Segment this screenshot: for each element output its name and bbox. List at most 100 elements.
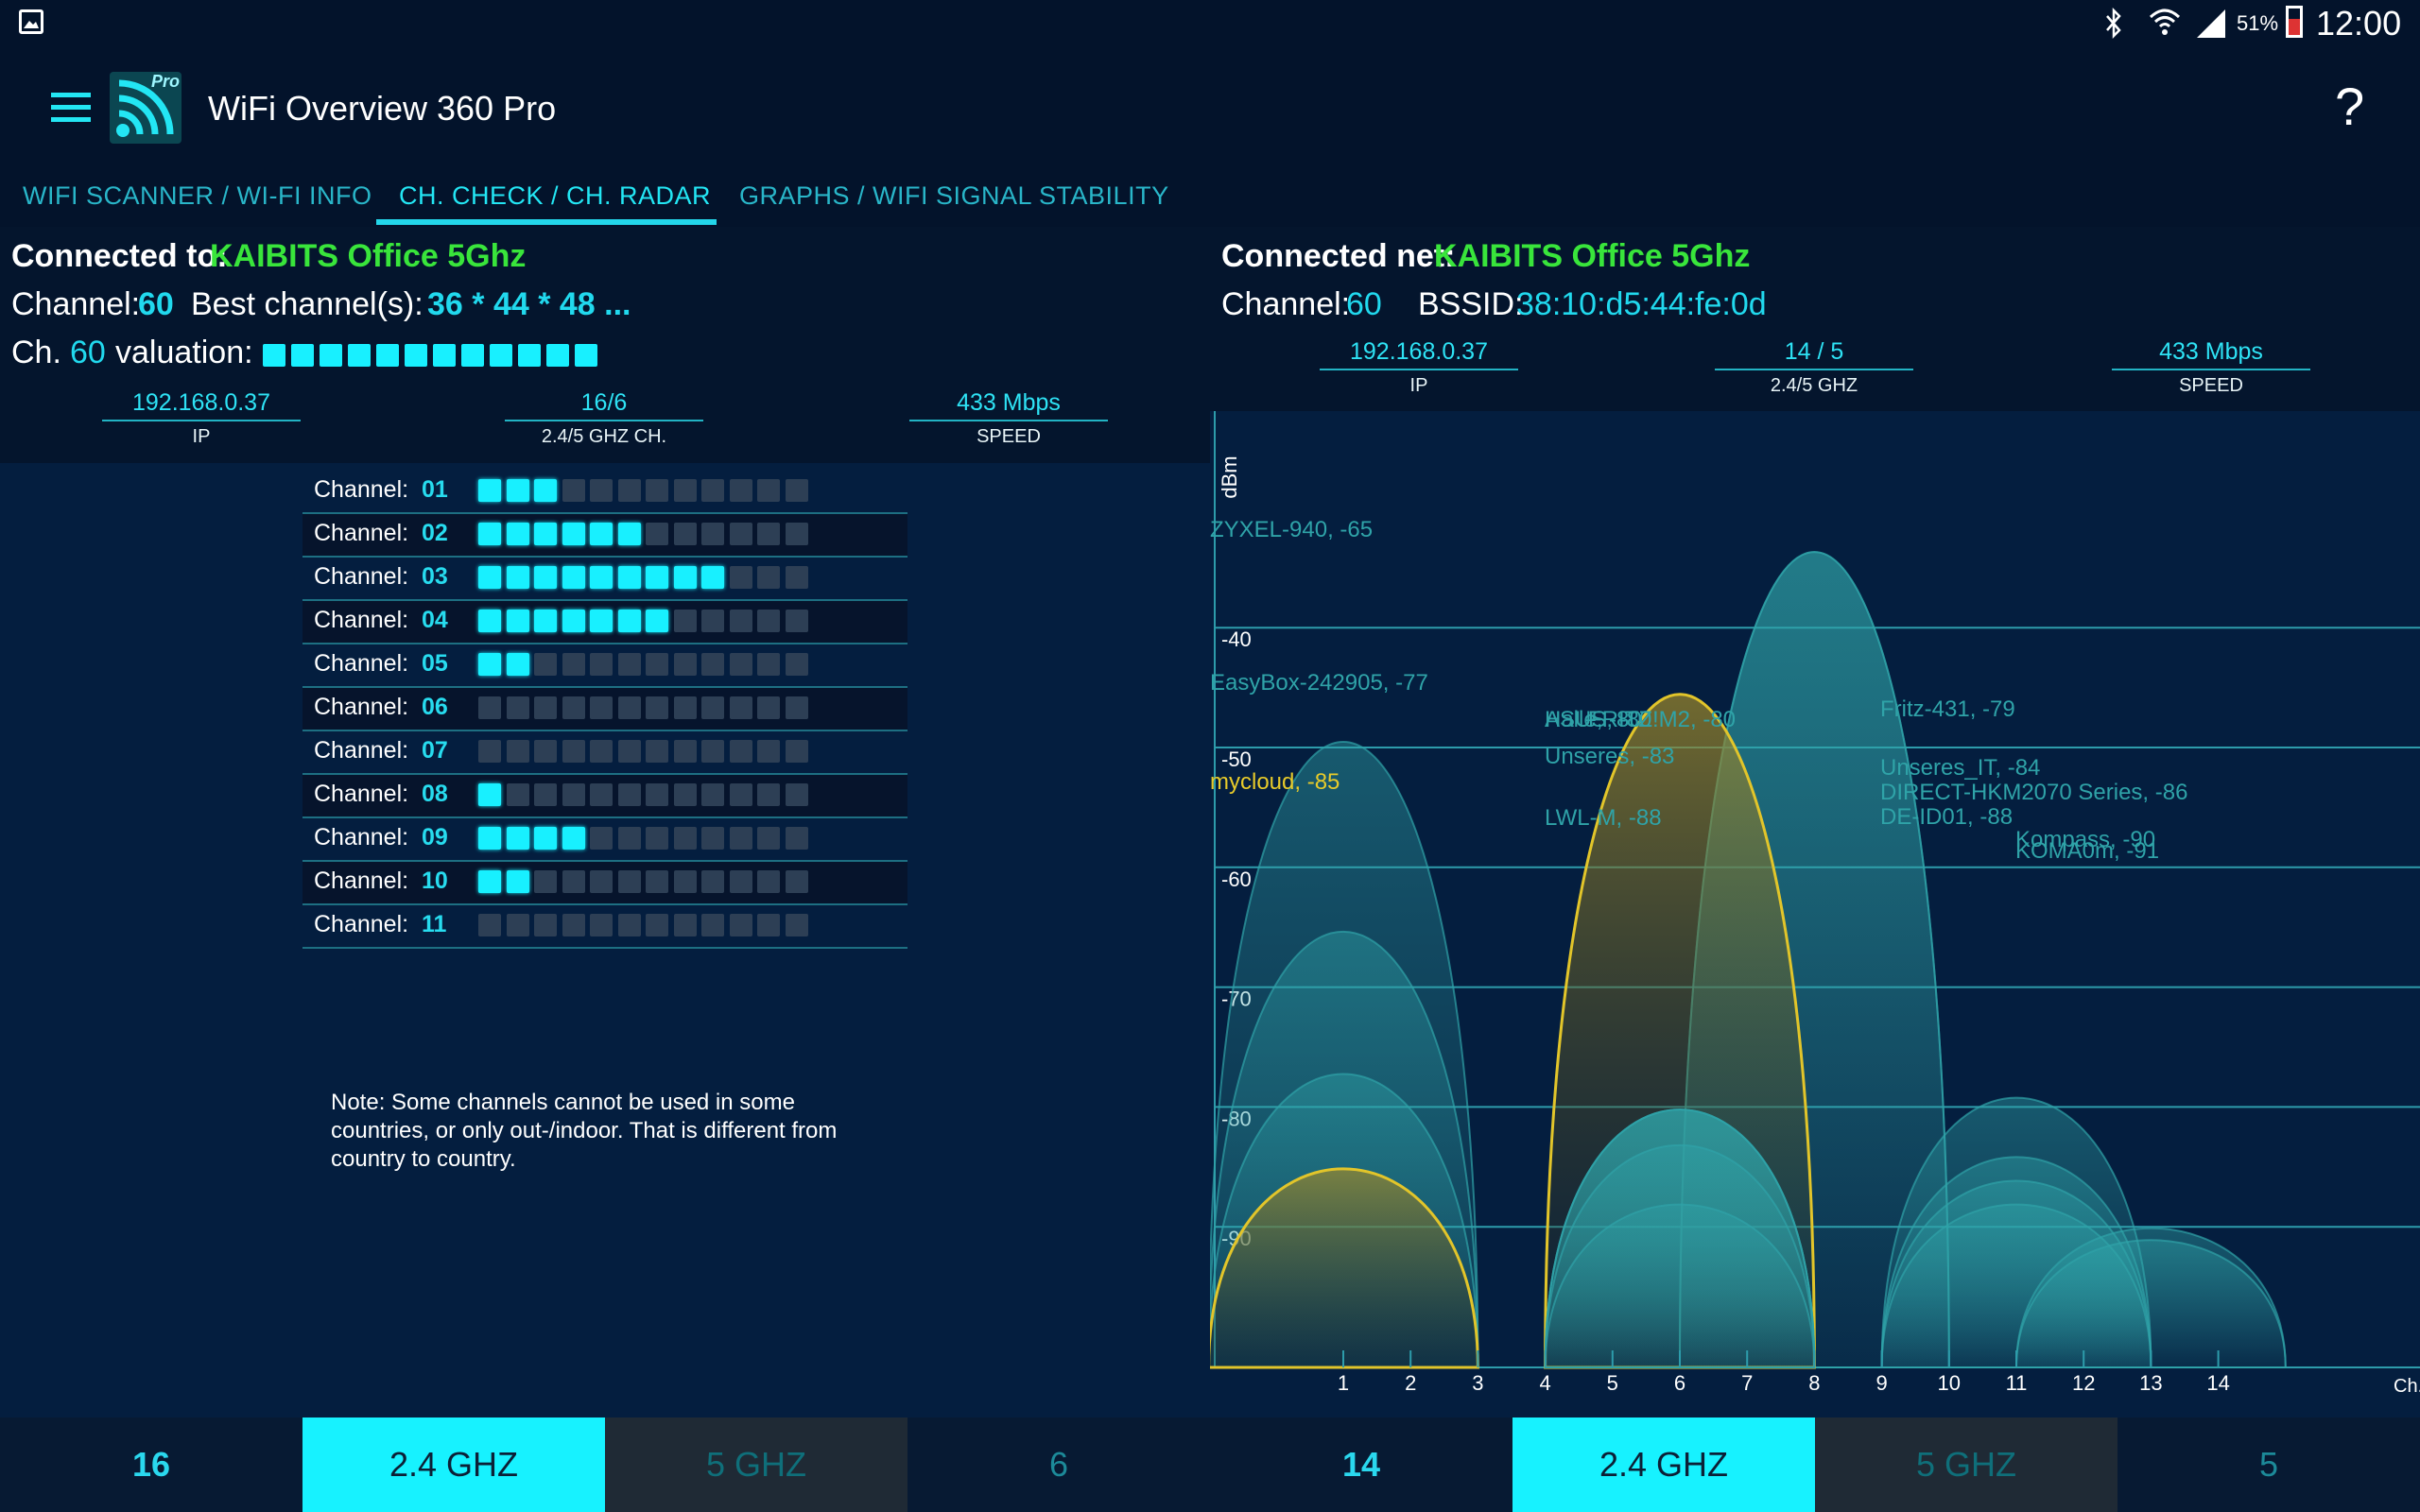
band-button-5ghz[interactable]: 5 GHZ [605, 1418, 908, 1512]
channel-quality-block [785, 740, 808, 763]
channel-quality-block [785, 914, 808, 936]
channel-row: Channel: 10 [302, 862, 908, 905]
band-button-24ghz[interactable]: 2.4 GHZ [302, 1418, 605, 1512]
channel-quality-block [534, 479, 557, 502]
right-info-panel [1210, 227, 2420, 411]
x-tick-label: 8 [1808, 1371, 1820, 1395]
channel-quality-block [478, 740, 501, 763]
x-tick-label: 3 [1472, 1371, 1483, 1395]
band-button-5ghz[interactable]: 5 GHZ [1815, 1418, 2118, 1512]
right-band-value: 14 / 5 [1784, 338, 1844, 365]
channel-quality-block [757, 870, 780, 893]
y-tick-label: -50 [1221, 747, 1252, 771]
menu-icon[interactable] [51, 91, 91, 125]
channel-quality-block [617, 827, 641, 850]
x-tick-label: 4 [1539, 1371, 1550, 1395]
channel-quality-block [478, 870, 501, 893]
channel-quality-block [590, 870, 613, 893]
channel-row-label: Channel: [314, 737, 409, 764]
valuation-block [546, 344, 569, 367]
channel-quality-block [534, 610, 557, 632]
channel-quality-block [701, 870, 724, 893]
channel-quality-block [562, 566, 585, 589]
channel-row-label: Channel: [314, 781, 409, 807]
channel-count-value: 16/6 [580, 389, 628, 416]
network-label: LWL-M, -88 [1545, 805, 1662, 831]
channel-quality-block [590, 653, 613, 676]
channel-quality-block [785, 479, 808, 502]
band-button-24ghz[interactable]: 2.4 GHZ [1512, 1418, 1815, 1512]
channel-quality-block [617, 479, 641, 502]
channel-quality-block [562, 479, 585, 502]
x-tick-label: 6 [1674, 1371, 1685, 1395]
channel-quality-block [757, 740, 780, 763]
channel-quality-block [478, 610, 501, 632]
bluetooth-icon [2104, 7, 2123, 44]
channel-quality-block [506, 696, 529, 719]
network-label: DE-ID01, -88 [1880, 804, 2013, 830]
channel-quality-block [757, 523, 780, 545]
valuation-prefix: Ch. [11, 335, 61, 370]
channel-quality-block [534, 740, 557, 763]
x-tick-label: 13 [2139, 1371, 2162, 1395]
channel-quality-block [729, 827, 752, 850]
channel-quality-block [673, 827, 697, 850]
channel-quality-block [478, 827, 501, 850]
channel-row: Channel: 05 [302, 644, 908, 688]
channel-quality-block [590, 827, 613, 850]
channel-quality-block [701, 740, 724, 763]
channel-quality-block [646, 479, 668, 502]
channel-note: Note: Some channels cannot be used in so… [331, 1090, 838, 1172]
channel-row-number: 06 [422, 694, 448, 720]
channel-quality-block [757, 566, 780, 589]
x-axis-label: Ch. [2394, 1376, 2420, 1397]
channel-quality-block [646, 740, 668, 763]
network-label: EasyBox-242905, -77 [1210, 670, 1428, 696]
channel-row-label: Channel: [314, 911, 409, 937]
channel-row: Channel: 09 [302, 818, 908, 862]
network-label: Fritz-431, -79 [1880, 696, 2015, 722]
channel-quality-block [590, 740, 613, 763]
status-bar: 51% 12:00 [0, 0, 2420, 47]
help-button[interactable]: ? [2335, 77, 2365, 136]
battery-icon [2286, 6, 2303, 38]
app-bar: Pro WiFi Overview 360 Pro ? [0, 47, 2420, 170]
channel-row: Channel: 02 [302, 514, 908, 558]
channel-quality-block [534, 870, 557, 893]
channel-quality-block [617, 783, 641, 806]
right-ip-value: 192.168.0.37 [1350, 338, 1488, 365]
channel-quality-block [617, 914, 641, 936]
channel-quality-block [617, 566, 641, 589]
channel-quality-block [701, 696, 724, 719]
channel-row: Channel: 08 [302, 775, 908, 818]
channel-quality-block [590, 479, 613, 502]
valuation-channel: 60 [70, 335, 106, 370]
channel-quality-block [785, 870, 808, 893]
signal-icon [2195, 8, 2227, 44]
valuation-block [320, 344, 342, 367]
tab-channel-check[interactable]: CH. CHECK / CH. RADAR [399, 181, 712, 210]
tab-graphs[interactable]: GRAPHS / WIFI SIGNAL STABILITY [739, 181, 1169, 210]
tab-wifi-scanner[interactable]: WIFI SCANNER / WI-FI INFO [23, 181, 372, 210]
channel-quality-block [729, 740, 752, 763]
network-label: ZYXEL-940, -65 [1210, 517, 1373, 542]
channel-quality-block [534, 696, 557, 719]
channel-quality-block [785, 827, 808, 850]
x-tick-label: 10 [1938, 1371, 1961, 1395]
channel-quality-block [729, 914, 752, 936]
gallery-icon [19, 9, 43, 34]
channel-quality-block [757, 479, 780, 502]
right-ip-underline [1320, 369, 1518, 370]
channel-row-number: 01 [422, 476, 448, 503]
network-label: mycloud, -85 [1210, 769, 1340, 795]
battery-percent: 51% [2237, 11, 2279, 35]
channel-quality-block [673, 653, 697, 676]
channel-quality-block [506, 610, 529, 632]
channel-label: Channel: [11, 286, 141, 322]
channel-row-number: 02 [422, 520, 448, 546]
channel-row-number: 08 [422, 781, 448, 807]
channel-quality-block [506, 827, 529, 850]
x-tick-label: 11 [2006, 1371, 2028, 1395]
channel-row-label: Channel: [314, 607, 409, 633]
channel-row-label: Channel: [314, 563, 409, 590]
